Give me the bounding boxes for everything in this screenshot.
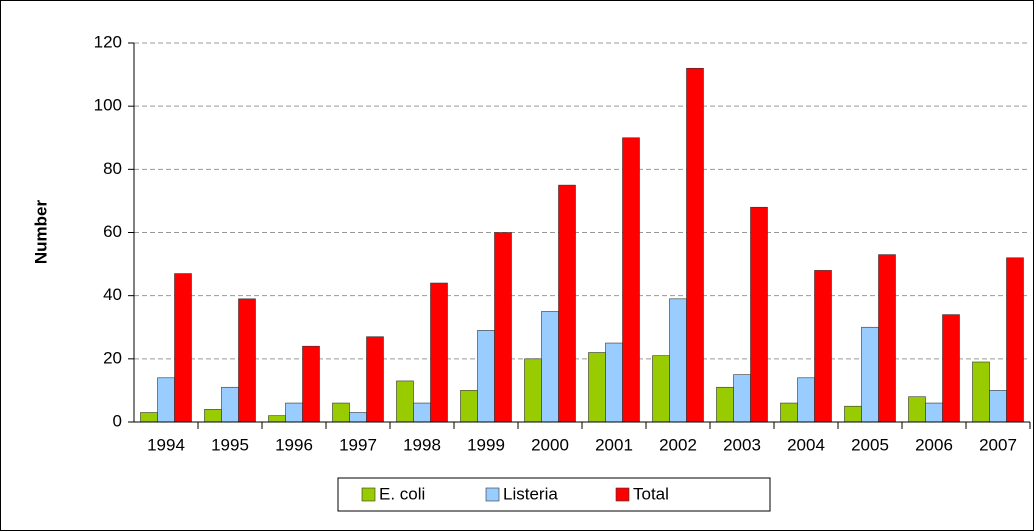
y-tick-label: 120	[94, 32, 122, 51]
bar	[494, 232, 512, 423]
bar	[157, 377, 175, 423]
x-tick-label: 1994	[147, 435, 185, 454]
legend-label: Total	[633, 484, 669, 503]
bar	[797, 377, 815, 423]
bar	[750, 206, 768, 423]
x-tick-label: 2003	[723, 435, 761, 454]
bar	[460, 390, 478, 423]
x-tick-label: 2005	[851, 435, 889, 454]
y-tick-label: 40	[103, 285, 122, 304]
y-tick-label: 20	[103, 348, 122, 367]
bar	[268, 415, 286, 423]
bar	[605, 342, 623, 423]
y-axis-label: Number	[31, 200, 50, 265]
bar	[878, 254, 896, 423]
y-tick-label: 60	[103, 222, 122, 241]
bar	[716, 386, 734, 423]
bar	[669, 298, 687, 423]
legend-label: E. coli	[379, 484, 425, 503]
bar	[477, 330, 495, 423]
bar	[925, 402, 943, 423]
bar	[524, 358, 542, 423]
bar	[972, 361, 990, 423]
x-tick-label: 1995	[211, 435, 249, 454]
legend-swatch	[361, 487, 376, 502]
bar	[908, 396, 926, 423]
bar	[652, 355, 670, 423]
bar	[430, 282, 448, 423]
x-tick-label: 2006	[915, 435, 953, 454]
bar	[349, 412, 367, 423]
bar	[844, 405, 862, 423]
bar	[814, 270, 832, 423]
y-tick-label: 100	[94, 96, 122, 115]
bar	[686, 67, 704, 423]
y-tick-label: 0	[113, 411, 122, 430]
legend-label: Listeria	[503, 484, 558, 503]
bar	[733, 374, 751, 423]
x-tick-label: 2004	[787, 435, 825, 454]
bar	[238, 298, 256, 423]
x-tick-label: 1999	[467, 435, 505, 454]
legend-box	[337, 477, 771, 512]
bar	[332, 402, 350, 423]
x-tick-label: 2000	[531, 435, 569, 454]
bar	[558, 184, 576, 423]
bar	[285, 402, 303, 423]
legend-swatch	[485, 487, 500, 502]
bar	[541, 311, 559, 423]
x-tick-label: 1997	[339, 435, 377, 454]
x-tick-label: 2002	[659, 435, 697, 454]
bar	[622, 137, 640, 423]
bar	[588, 352, 606, 423]
bar	[174, 273, 192, 423]
bar	[302, 345, 320, 423]
x-tick-label: 2001	[595, 435, 633, 454]
bar	[221, 386, 239, 423]
bar	[366, 336, 384, 423]
x-tick-label: 1996	[275, 435, 313, 454]
bar	[396, 380, 414, 423]
x-tick-label: 2007	[979, 435, 1017, 454]
bar	[413, 402, 431, 423]
bar	[780, 402, 798, 423]
bar	[140, 412, 158, 423]
x-tick-label: 1998	[403, 435, 441, 454]
bar	[942, 314, 960, 423]
bar	[1006, 257, 1024, 423]
y-tick-label: 80	[103, 159, 122, 178]
legend-swatch	[615, 487, 630, 502]
bar	[861, 326, 879, 423]
bar	[204, 409, 222, 423]
bar	[989, 390, 1007, 423]
